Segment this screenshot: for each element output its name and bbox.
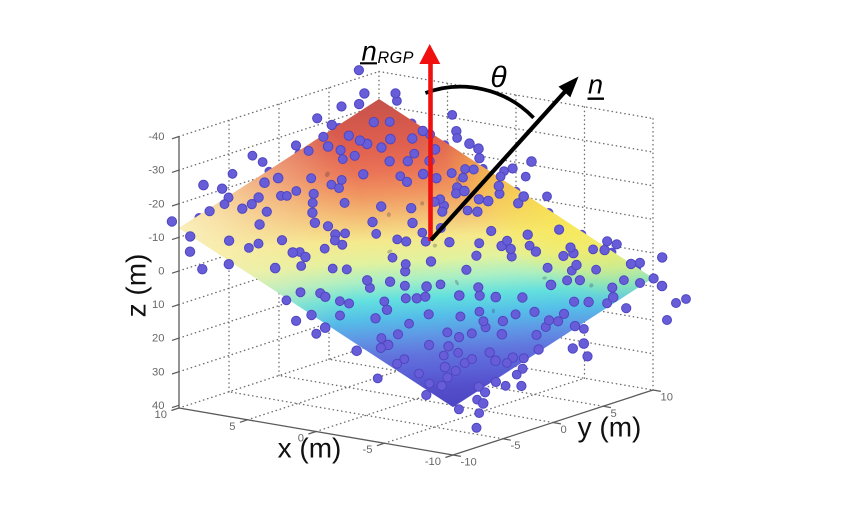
svg-text:10: 10 xyxy=(152,299,164,311)
svg-text:x (m): x (m) xyxy=(278,432,342,463)
svg-text:-10: -10 xyxy=(461,457,477,469)
svg-text:-30: -30 xyxy=(148,165,164,177)
svg-text:θ: θ xyxy=(490,61,507,94)
svg-text:30: 30 xyxy=(152,366,164,378)
svg-text:y (m): y (m) xyxy=(578,411,642,442)
svg-text:z (m): z (m) xyxy=(121,254,152,318)
svg-text:-10: -10 xyxy=(425,456,441,468)
svg-text:0: 0 xyxy=(298,433,304,445)
svg-text:-40: -40 xyxy=(148,131,164,143)
svg-text:n: n xyxy=(588,70,603,100)
svg-text:10: 10 xyxy=(661,392,673,404)
svg-text:RGP: RGP xyxy=(378,49,414,67)
svg-text:0: 0 xyxy=(158,266,164,278)
svg-text:-10: -10 xyxy=(148,232,164,244)
svg-text:-5: -5 xyxy=(363,444,373,456)
svg-text:5: 5 xyxy=(611,408,617,420)
svg-text:-20: -20 xyxy=(148,198,164,210)
svg-text:20: 20 xyxy=(152,333,164,345)
svg-text:n: n xyxy=(362,36,377,67)
svg-text:-5: -5 xyxy=(511,440,521,452)
svg-text:5: 5 xyxy=(229,421,235,433)
svg-text:0: 0 xyxy=(561,424,567,436)
svg-text:40: 40 xyxy=(152,400,164,412)
svg-text:10: 10 xyxy=(155,409,167,421)
